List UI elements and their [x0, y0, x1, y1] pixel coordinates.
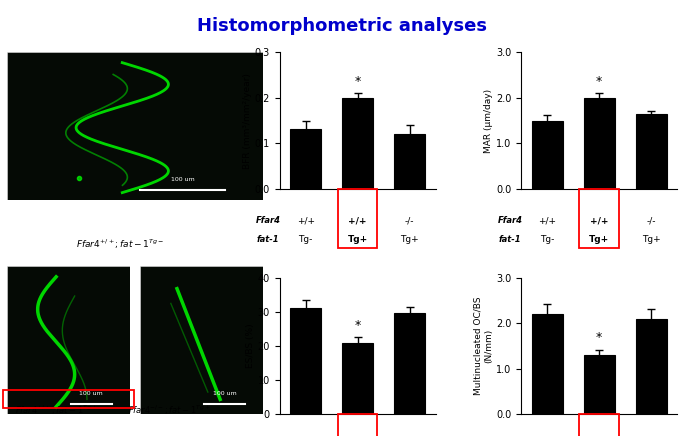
Text: *: *: [596, 331, 603, 344]
Text: Tg+: Tg+: [347, 235, 368, 244]
Text: $\it{Ffar4}$$^{+/+}$$\it{;fat-1}$$^{Tg+}$: $\it{Ffar4}$$^{+/+}$$\it{;fat-1}$$^{Tg+}…: [15, 403, 97, 417]
Y-axis label: MAR (μm/day): MAR (μm/day): [484, 89, 493, 153]
Bar: [290, 129, 321, 189]
Text: Histomorphometric analyses: Histomorphometric analyses: [197, 17, 487, 35]
Text: -/-: -/-: [405, 216, 415, 225]
Text: +/+: +/+: [538, 216, 556, 225]
Bar: [531, 314, 563, 414]
Text: +/+: +/+: [590, 216, 609, 225]
Y-axis label: Multinucleated OC/BS
(N/mm): Multinucleated OC/BS (N/mm): [474, 296, 493, 395]
Bar: [531, 121, 563, 189]
Bar: [635, 319, 667, 414]
Bar: [635, 114, 667, 189]
Text: fat-1: fat-1: [499, 235, 521, 244]
Text: Tg+: Tg+: [642, 235, 661, 244]
Text: 100 um: 100 um: [79, 392, 103, 396]
Text: Tg-: Tg-: [298, 235, 313, 244]
Y-axis label: ES/BS (%): ES/BS (%): [246, 324, 254, 368]
Text: *: *: [354, 75, 360, 88]
Bar: [394, 134, 425, 189]
Text: *: *: [354, 319, 360, 332]
Text: $\it{Ffar4}$$^{+/+}$$\it{;fat-1}$$^{Tg-}$: $\it{Ffar4}$$^{+/+}$$\it{;fat-1}$$^{Tg-}…: [75, 238, 164, 251]
Text: +/+: +/+: [297, 216, 315, 225]
Text: $\it{Ffar4}$$^{-/-}$$\it{;fat-1}$$^{Tg+}$: $\it{Ffar4}$$^{-/-}$$\it{;fat-1}$$^{Tg+}…: [128, 403, 210, 417]
Bar: [583, 355, 615, 414]
Text: *: *: [596, 75, 603, 88]
Text: Ffar4: Ffar4: [497, 216, 523, 225]
Text: 100 um: 100 um: [170, 177, 194, 182]
Bar: [290, 308, 321, 414]
Bar: [342, 343, 373, 414]
Text: Tg+: Tg+: [400, 235, 419, 244]
Text: -/-: -/-: [646, 216, 656, 225]
Text: Ffar4: Ffar4: [256, 216, 280, 225]
Y-axis label: BFR (mm³/mm²/year): BFR (mm³/mm²/year): [243, 73, 252, 169]
Text: Tg+: Tg+: [589, 235, 609, 244]
Bar: [583, 98, 615, 189]
Bar: [394, 313, 425, 414]
Text: +/+: +/+: [348, 216, 367, 225]
Text: 100 um: 100 um: [213, 392, 237, 396]
Bar: [342, 98, 373, 189]
Text: Tg-: Tg-: [540, 235, 555, 244]
Text: fat-1: fat-1: [257, 235, 280, 244]
